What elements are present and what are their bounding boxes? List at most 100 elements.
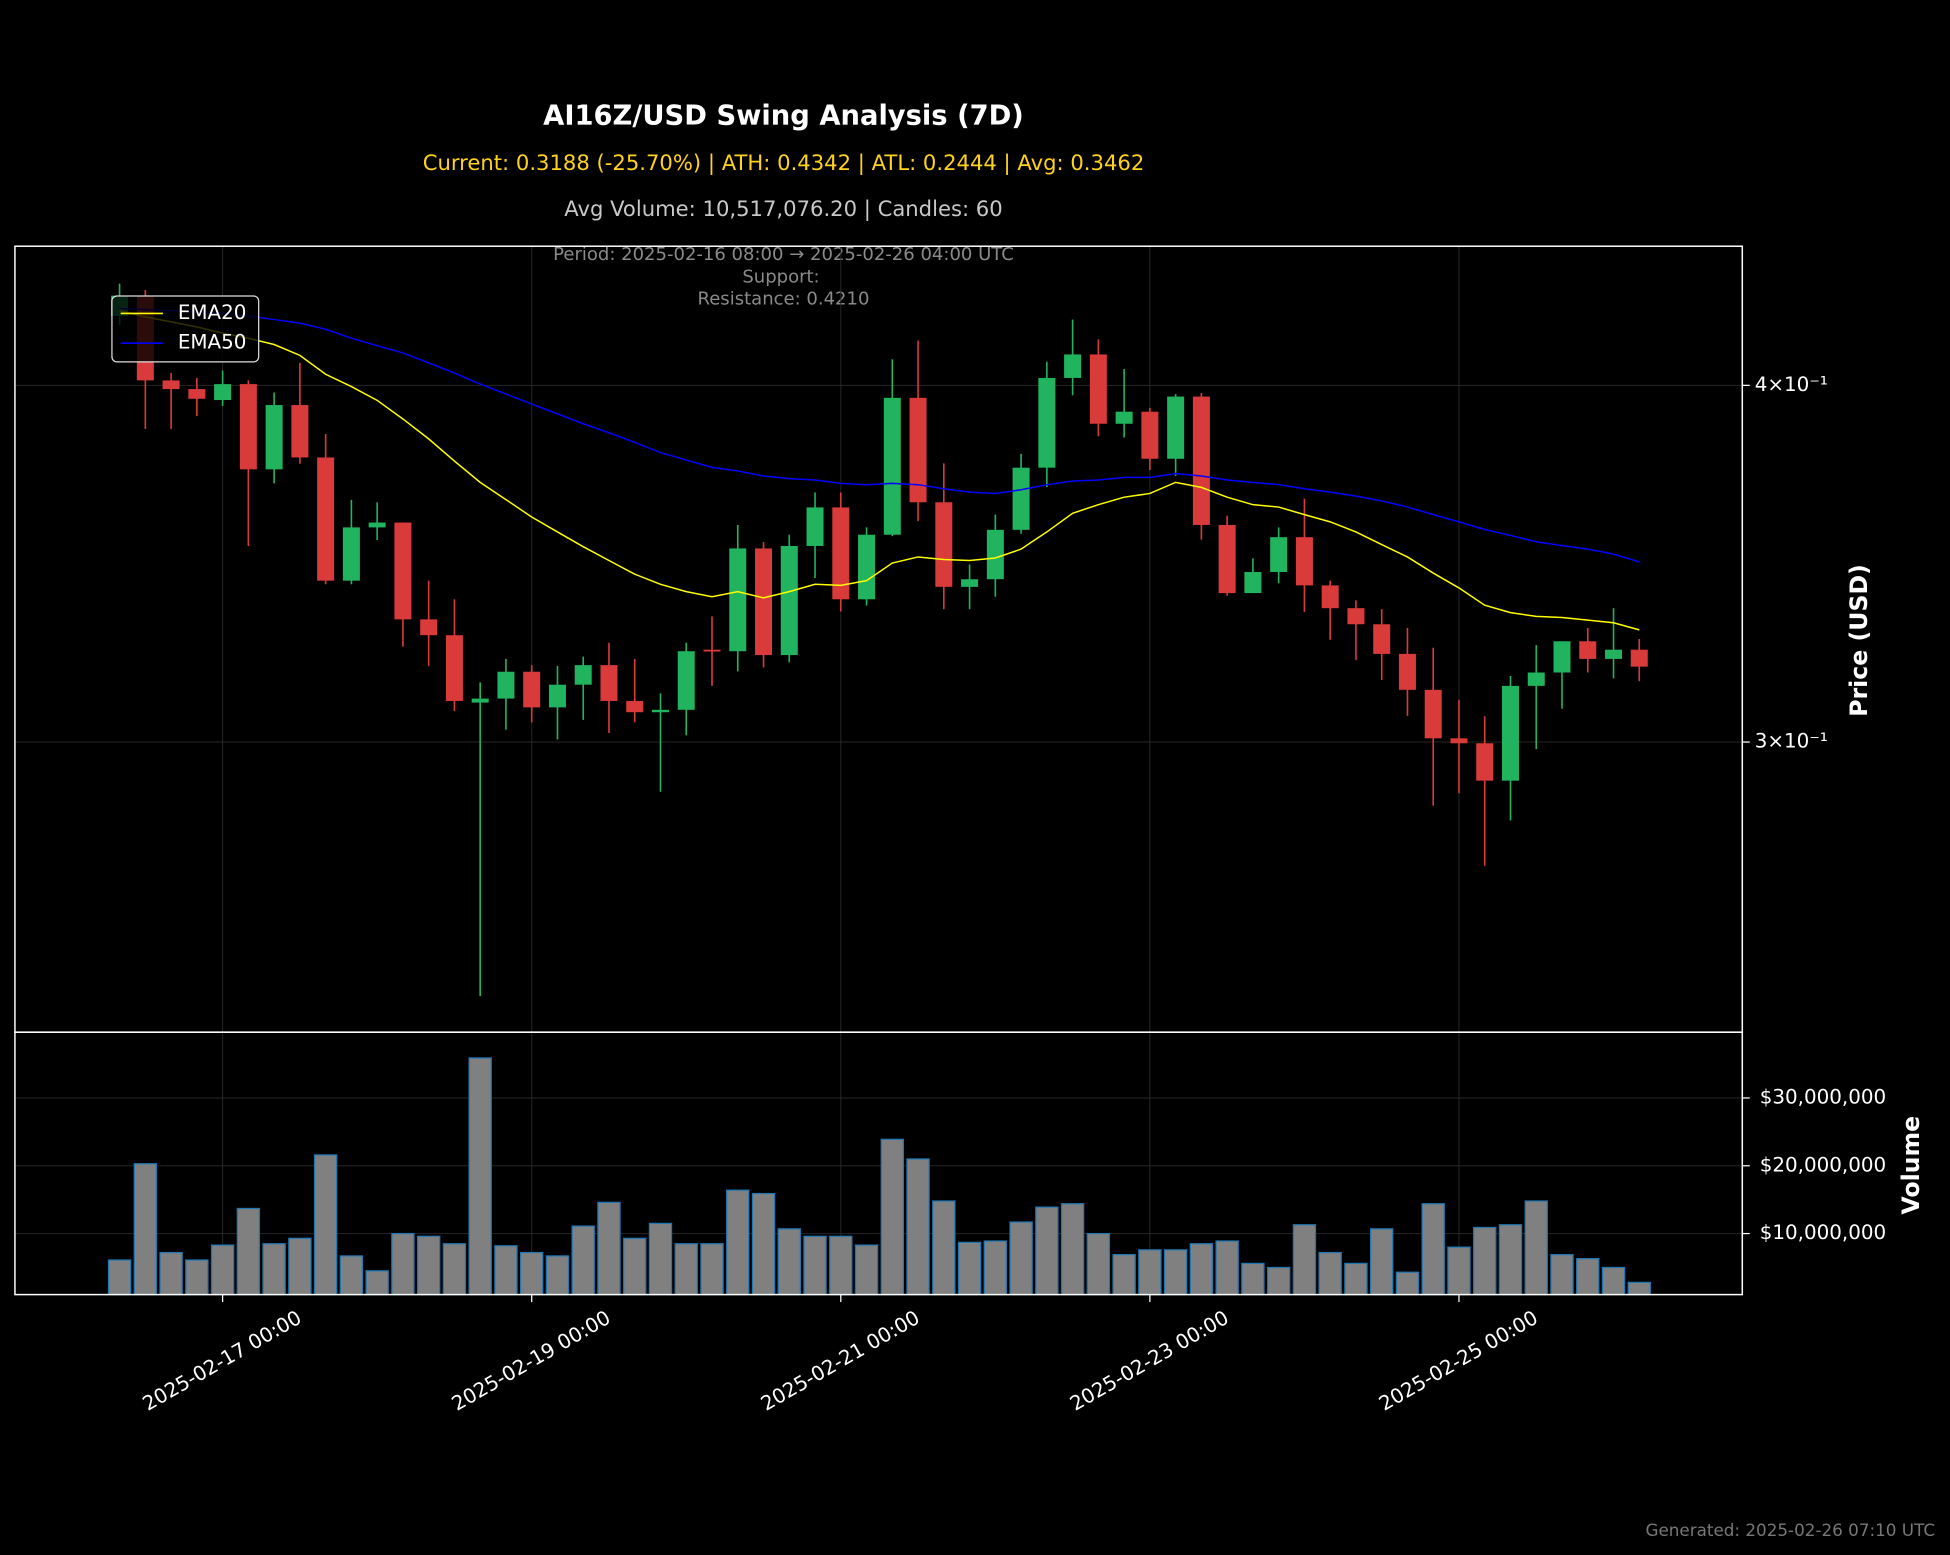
candle-body	[1218, 524, 1236, 594]
volume-bar	[520, 1251, 544, 1296]
candle-body	[1295, 537, 1313, 586]
volume-bar	[391, 1232, 415, 1296]
candle-body	[1038, 377, 1056, 468]
volume-bar	[185, 1259, 209, 1296]
volume-bar	[545, 1255, 570, 1296]
candle-body	[1347, 608, 1365, 625]
volume-bar	[1369, 1228, 1394, 1296]
annotation: Period: 2025-02-16 08:00 → 2025-02-26 04…	[553, 244, 1014, 265]
candle-body	[1167, 396, 1185, 459]
volume-bar	[262, 1243, 286, 1296]
candle-body	[1553, 641, 1571, 673]
candle-body	[1012, 467, 1030, 530]
volume-bar	[1241, 1262, 1265, 1296]
volume-bar	[1266, 1266, 1291, 1296]
candle-body	[1244, 571, 1262, 594]
volume-bar	[1524, 1200, 1548, 1296]
volume-bar	[339, 1255, 364, 1296]
candle-body	[1064, 354, 1082, 378]
candle-body	[1476, 743, 1494, 781]
candle-body	[1398, 653, 1416, 690]
y-tick-label: 3×10⁻¹	[1755, 730, 1828, 753]
candle-body	[1579, 641, 1597, 659]
candle-body	[703, 649, 721, 652]
candle-body	[626, 700, 644, 713]
candle-body	[574, 665, 592, 685]
legend-label: EMA20	[178, 301, 247, 324]
volume-bar	[751, 1192, 776, 1296]
volume-bar	[1112, 1253, 1136, 1296]
candle-body	[342, 527, 360, 581]
candle-body	[780, 545, 798, 656]
candle-body	[445, 635, 463, 701]
volume-bar	[906, 1158, 930, 1296]
y-tick-label: $10,000,000	[1760, 1221, 1886, 1244]
volume-bar	[674, 1243, 698, 1296]
candle-body	[188, 389, 206, 399]
volume-bar	[597, 1201, 621, 1296]
candle-body	[214, 384, 232, 401]
candle-body	[600, 665, 618, 701]
volume-bar	[777, 1228, 801, 1296]
volume-bar	[983, 1240, 1008, 1296]
volume-bar	[1395, 1271, 1420, 1296]
volume-bar	[365, 1270, 389, 1296]
volume-bar	[1086, 1232, 1111, 1296]
footer: Generated: 2025-02-26 07:10 UTC	[1645, 1520, 1935, 1540]
volume-bar	[648, 1222, 673, 1296]
volume-bar	[107, 1259, 132, 1296]
volume-bar	[1215, 1240, 1239, 1296]
candle-body	[729, 548, 747, 652]
candle-body	[1089, 354, 1107, 424]
candle-body	[1321, 585, 1339, 609]
volume-axes-frame	[14, 1031, 1744, 1296]
volume-bar	[880, 1138, 905, 1296]
candle-body	[1424, 689, 1442, 739]
volume-bar	[829, 1235, 853, 1296]
volume-bar	[1318, 1251, 1342, 1296]
candle-body	[1605, 649, 1623, 659]
volume-bar	[416, 1235, 441, 1296]
candle-body	[1141, 411, 1159, 459]
candle-body	[1115, 411, 1133, 424]
candle-body	[1373, 624, 1391, 654]
candle-body	[1270, 537, 1288, 572]
volume-bar	[1292, 1224, 1317, 1296]
candle-body	[832, 507, 850, 600]
candle-body	[883, 397, 901, 535]
y-axis-label: Price (USD)	[1845, 564, 1873, 717]
candle-body	[677, 651, 695, 710]
candle-body	[548, 684, 566, 708]
legend-box	[111, 295, 260, 363]
candle-body	[291, 405, 309, 458]
candle-body	[497, 671, 515, 699]
ema-line	[119, 307, 1640, 563]
chart-subtitle: Current: 0.3188 (-25.70%) | ATH: 0.4342 …	[423, 150, 1145, 176]
candle-body	[1630, 649, 1648, 667]
candle-body	[755, 548, 773, 656]
volume-bar	[236, 1207, 261, 1296]
candle-body	[986, 529, 1004, 580]
volume-bar	[1035, 1206, 1059, 1296]
candle-body	[420, 619, 438, 636]
candle-body	[935, 502, 953, 587]
volume-bar	[1009, 1221, 1033, 1296]
legend: EMA20 EMA50	[111, 295, 260, 363]
volume-bar	[726, 1189, 750, 1296]
y-tick-label: 4×10⁻¹	[1755, 373, 1828, 396]
legend-label: EMA50	[178, 331, 247, 354]
candle-body	[1527, 672, 1545, 686]
annotation: Resistance: 0.4210	[698, 289, 870, 310]
volume-bar	[1601, 1266, 1626, 1296]
volume-bar	[700, 1243, 724, 1296]
volume-bar	[159, 1251, 183, 1296]
volume-bar	[442, 1243, 467, 1296]
volume-bar	[1344, 1262, 1368, 1296]
volume-bar	[957, 1241, 982, 1296]
volume-bar	[313, 1154, 338, 1296]
ema-line	[119, 310, 1640, 631]
volume-bar	[1550, 1253, 1574, 1296]
annotation: Support:	[742, 266, 819, 287]
